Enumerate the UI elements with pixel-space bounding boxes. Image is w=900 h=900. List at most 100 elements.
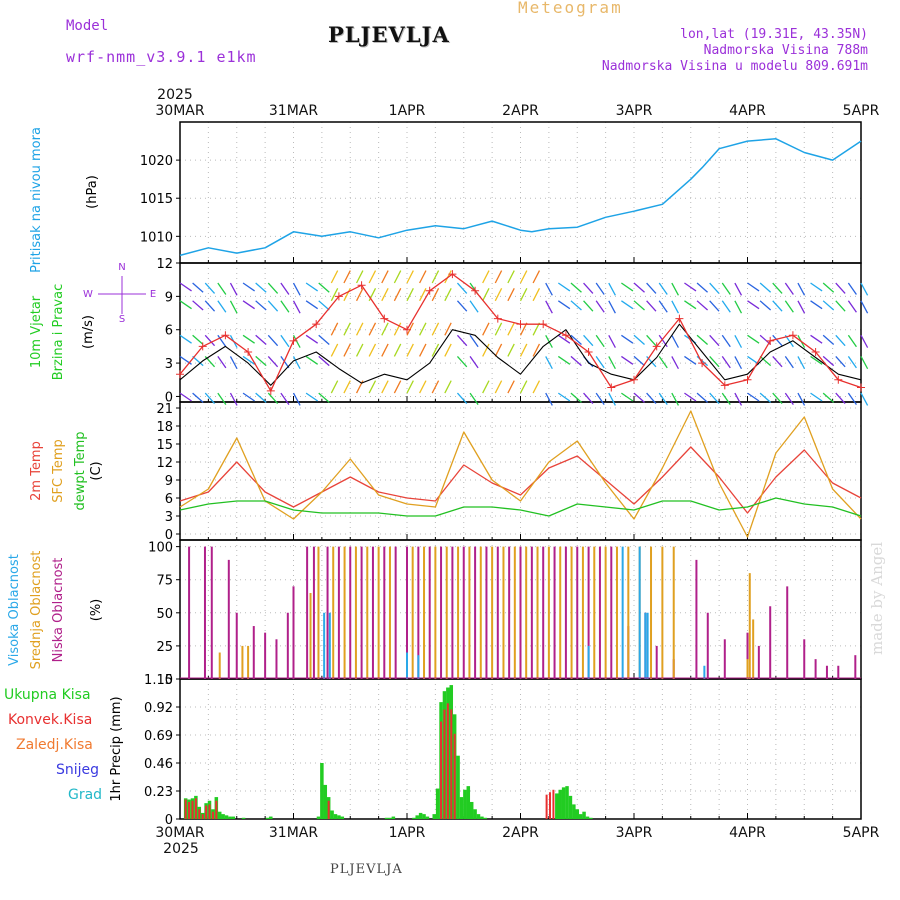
wind-barb <box>684 282 697 292</box>
wind-barb <box>318 392 330 403</box>
ytick-label: 6 <box>165 492 173 507</box>
wind-barb <box>255 392 267 403</box>
ytick-label: 12 <box>156 456 173 471</box>
wind-barb <box>734 300 743 314</box>
wind-barb <box>784 282 794 295</box>
year-label-top: 2025 <box>157 87 193 103</box>
wind-barb <box>242 392 255 402</box>
wind-barb <box>482 288 490 302</box>
wind-barb <box>431 343 440 357</box>
wind-barb <box>608 356 616 370</box>
wind-barb <box>343 322 351 336</box>
wind-barb <box>532 270 541 284</box>
wind-barb <box>381 270 389 284</box>
precip-bar-precip_total <box>384 817 389 819</box>
wind-barb <box>860 356 869 370</box>
wind-barb <box>835 300 846 312</box>
gust-marker <box>561 331 570 340</box>
wind-barb <box>658 282 668 295</box>
wind-barb <box>709 282 720 294</box>
gust-marker <box>357 281 366 290</box>
precip-bar-precip_conv <box>201 814 204 819</box>
precip-bar-precip_total <box>412 817 416 819</box>
wind-barb <box>444 322 452 336</box>
compass-south: S <box>119 314 125 325</box>
wind-barb <box>229 300 238 314</box>
wind-barb <box>305 300 319 310</box>
xtick-label-bottom: 31MAR <box>269 825 318 841</box>
ytick-label: 18 <box>156 420 173 435</box>
station-title: PLJEVLJA <box>328 22 450 47</box>
wind-barb <box>393 270 402 284</box>
wind-barb <box>507 288 515 302</box>
wind-barb <box>784 300 794 313</box>
gust-marker <box>652 342 661 351</box>
wind-barb <box>204 392 216 404</box>
wind-barb <box>292 334 301 348</box>
wind-barb <box>810 355 823 365</box>
gust-marker <box>857 383 865 392</box>
wind-barb <box>583 282 594 294</box>
wind-barb <box>217 334 227 348</box>
precip-bar-precip_total <box>224 815 229 819</box>
wind-barb <box>570 300 582 311</box>
wind-barb <box>519 270 528 284</box>
model-elevation-label: Nadmorska Visina u modelu 809.691m <box>601 59 868 74</box>
wind-barb <box>822 334 835 346</box>
wind-barb <box>784 356 794 369</box>
wind-barb <box>595 282 605 295</box>
wind-barb <box>646 282 657 294</box>
ytick-label: 100 <box>148 541 173 556</box>
wind-barb <box>822 392 835 403</box>
gust-marker <box>675 314 684 323</box>
wind-barb <box>621 392 634 402</box>
wind-barb <box>734 392 743 406</box>
elevation-label: Nadmorska Visina 788m <box>703 43 868 58</box>
precip-bar-precip_total <box>469 801 474 819</box>
xtick-label-bottom: 5APR <box>843 825 880 841</box>
precip-bar-precip_conv <box>549 792 552 819</box>
precip-bar-precip_total <box>572 804 576 819</box>
wind-barb <box>419 270 427 284</box>
wind-barb <box>784 392 794 405</box>
ytick-label: 50 <box>156 607 173 622</box>
gust-marker <box>403 325 411 334</box>
wind-barb <box>217 356 227 369</box>
wind-barb <box>419 343 427 357</box>
precip-bar-precip_conv <box>552 789 555 819</box>
precip-bar-precip_conv <box>191 800 194 819</box>
gust-marker <box>471 286 480 295</box>
wind-barb <box>608 334 616 348</box>
wind-barb <box>797 300 806 314</box>
wind-barb <box>646 334 657 347</box>
wind-barb <box>532 380 541 394</box>
gust-marker <box>380 314 389 323</box>
wind-barb <box>633 282 645 293</box>
wind-barb <box>721 356 731 369</box>
wind-barb <box>267 300 279 312</box>
precip-bar-precip_conv <box>215 800 218 819</box>
wind-barb <box>721 300 731 313</box>
precip-bar-precip_total <box>425 816 430 819</box>
precip-bar-precip_conv <box>211 811 214 819</box>
precip-bar-precip_total <box>575 809 579 819</box>
precip-bar-precip_total <box>561 787 566 819</box>
gust-marker <box>630 375 638 384</box>
wind-barb <box>633 300 645 311</box>
wind-barb <box>658 356 668 369</box>
gust-marker <box>221 331 230 340</box>
precip-bar-precip_total <box>316 816 321 819</box>
ytick-label: 0 <box>165 390 173 405</box>
wind-barb <box>507 343 515 357</box>
wind-barb <box>835 392 846 404</box>
ytick-label: 0 <box>165 673 173 688</box>
wind-barb <box>192 392 204 403</box>
ylabel-cloud-2: Srednja Oblacnost <box>29 551 44 670</box>
wind-barb <box>684 300 697 310</box>
ytick-label: 0.23 <box>144 785 173 800</box>
wind-barb <box>469 356 479 369</box>
wind-barb <box>759 392 772 403</box>
wind-barb <box>494 343 503 357</box>
footer-station: PLJEVLJA <box>330 862 403 877</box>
xtick-label-top: 2APR <box>502 103 539 119</box>
